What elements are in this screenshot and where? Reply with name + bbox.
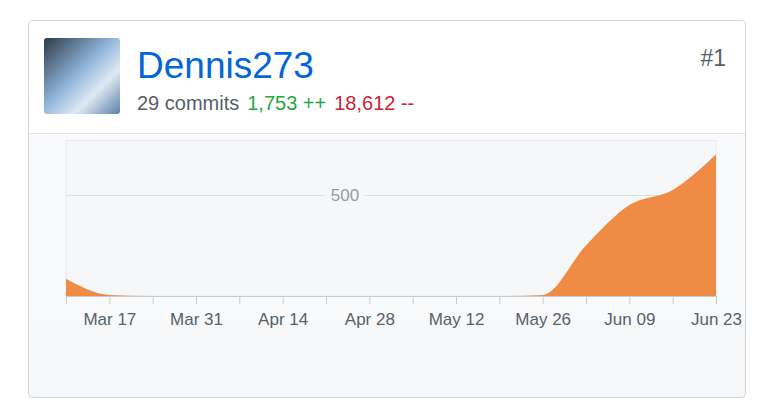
x-tick: Apr 28	[345, 296, 395, 329]
user-name[interactable]: Dennis273	[137, 45, 314, 86]
x-tick	[673, 296, 674, 304]
canvas: Dennis273 #1 29 commits 1,753 ++ 18,612 -- 50…	[0, 0, 762, 418]
commits[interactable]: 29 commits	[137, 92, 239, 114]
x-tick-mark	[109, 296, 110, 304]
x-tick-mark	[153, 296, 154, 304]
chart-background	[29, 134, 745, 320]
y-tick-labels: 500	[325, 185, 365, 205]
x-tick	[586, 296, 587, 304]
x-tick: Jun 23	[691, 296, 742, 329]
x-tick-mark	[326, 296, 327, 304]
x-tick	[153, 296, 154, 304]
y-tick-label: 500	[331, 186, 359, 205]
x-tick-mark	[499, 296, 500, 304]
x-tick	[66, 296, 67, 304]
area	[66, 155, 716, 296]
x-tick	[413, 296, 414, 304]
x-tick-mark	[196, 296, 197, 304]
x-axis: Mar 17 Mar 31 Apr 14 Apr 28 May 12 May 26 Jun …	[67, 296, 743, 329]
x-tick	[499, 296, 500, 304]
deletions: 18,612 --	[334, 92, 414, 114]
y-grid	[66, 195, 716, 196]
x-tick	[326, 296, 327, 304]
x-tick-mark	[66, 296, 67, 304]
x-tick-label: Mar 31	[170, 310, 223, 329]
grid-line	[66, 195, 716, 196]
x-tick-mark	[673, 296, 674, 304]
x-tick: Jun 09	[604, 296, 655, 329]
x-tick-mark	[413, 296, 414, 304]
x-tick-label: Jun 09	[604, 310, 655, 329]
x-tick: May 26	[515, 296, 571, 329]
x-tick-mark	[716, 296, 717, 304]
label-background	[325, 185, 365, 205]
x-tick-mark	[586, 296, 587, 304]
additions: 1,753 ++	[247, 92, 326, 114]
x-axis-line	[67, 297, 717, 305]
plot-frame	[66, 140, 716, 296]
x-tick-label: Jun 23	[691, 310, 742, 329]
avatar[interactable]	[44, 38, 120, 114]
header-divider	[29, 133, 745, 134]
x-tick-label: May 12	[429, 310, 485, 329]
x-tick-mark	[239, 296, 240, 304]
x-tick-label: May 26	[515, 310, 571, 329]
x-tick: Mar 31	[170, 296, 223, 329]
x-tick-mark	[543, 296, 544, 304]
x-tick-mark	[456, 296, 457, 304]
x-tick: Apr 14	[258, 296, 308, 329]
x-tick	[239, 296, 240, 304]
x-tick-label: Apr 28	[345, 310, 395, 329]
x-tick-mark	[369, 296, 370, 304]
x-tick-label: Apr 14	[258, 310, 308, 329]
card-header	[29, 21, 745, 153]
x-tick: Mar 17	[83, 296, 136, 329]
rank: #1	[700, 45, 726, 71]
x-tick: May 12	[429, 296, 485, 329]
plot-area	[66, 155, 716, 296]
x-tick-label: Mar 17	[83, 310, 136, 329]
card	[29, 21, 746, 398]
x-tick-mark	[283, 296, 284, 304]
stats: 29 commits 1,753 ++ 18,612 --	[137, 92, 414, 114]
x-tick-mark	[629, 296, 630, 304]
